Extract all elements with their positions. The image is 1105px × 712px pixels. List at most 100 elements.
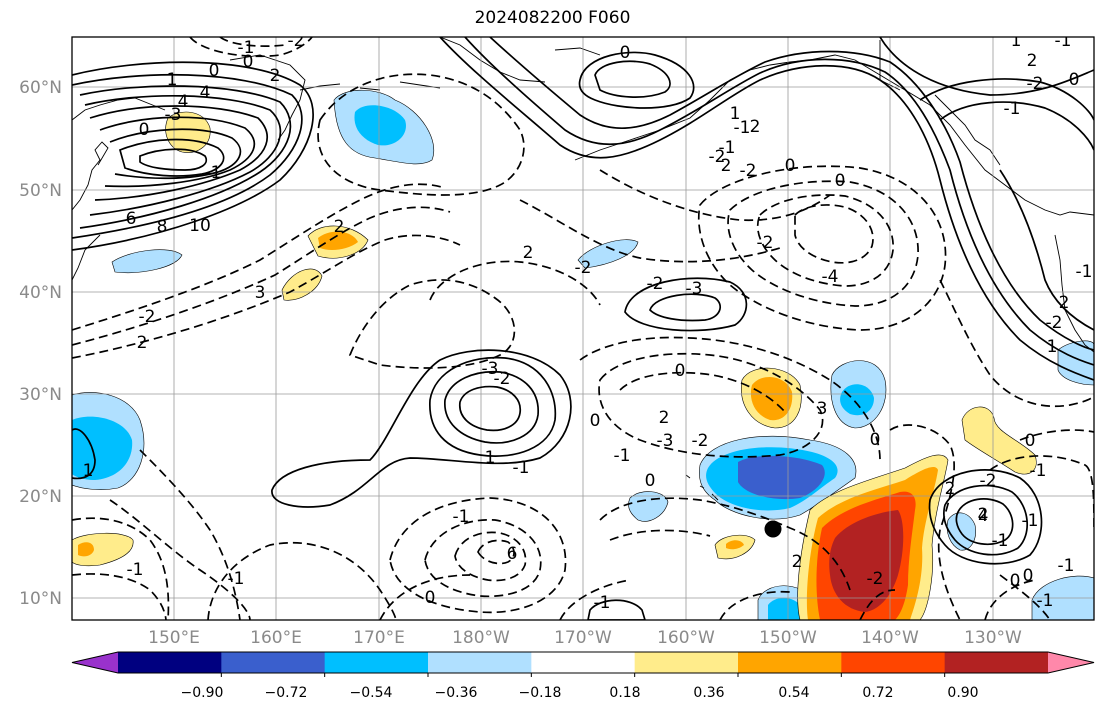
dcontour-hawaii-south-2 xyxy=(609,529,711,541)
lat-label-10N: 10°N xyxy=(19,589,62,609)
contour-label: -1 xyxy=(719,138,736,158)
dcontour-gulf-outer-2 xyxy=(599,169,831,222)
contour-label: 6 xyxy=(126,209,137,229)
contour-label: 2 xyxy=(721,156,732,176)
solid-contours xyxy=(72,37,1094,620)
contour-label: 0 xyxy=(835,171,846,191)
cbar-label-9: 0.90 xyxy=(947,685,978,701)
lat-label-20N: 20°N xyxy=(19,487,62,507)
contour-label: -1 xyxy=(228,569,245,589)
contour-label: 0 xyxy=(1010,571,1021,591)
contour-gulf-alaska-2 xyxy=(464,37,1094,366)
contour-label: 2 xyxy=(137,333,148,353)
contour-dateline-high-2 xyxy=(429,356,557,457)
contour-label: 2 xyxy=(334,217,345,237)
contour-label: 1 xyxy=(1011,31,1022,51)
contour-dateline-high-4 xyxy=(459,385,522,432)
colorbar-extend-low xyxy=(72,652,118,673)
contour-label: 0 xyxy=(645,471,656,491)
contour-label: -1 xyxy=(1037,591,1054,611)
contour-label: -2 xyxy=(288,31,305,51)
lon-label-130W: 130°W xyxy=(964,628,1022,648)
dcontour-south-low-2 xyxy=(424,519,542,598)
contour-label: 0 xyxy=(870,430,881,450)
coast-kamchatka xyxy=(229,54,306,141)
contour-label: -1 xyxy=(205,163,222,183)
dcontour-top-2 xyxy=(219,37,286,47)
colorbar-outline xyxy=(71,651,1095,674)
lon-label-150E: 150°E xyxy=(148,628,200,648)
colorbar-extend-high xyxy=(1048,652,1094,673)
contour-nw-america-4 xyxy=(999,169,1094,331)
shade-blue-midpac xyxy=(577,239,639,269)
cbar-label-7: 0.54 xyxy=(778,685,809,701)
contour-label: 3 xyxy=(255,283,266,303)
contour-label: -1 xyxy=(594,593,611,613)
contour-label: 0 xyxy=(675,361,686,381)
contour-label: -2 xyxy=(647,274,664,294)
shade-orange-west-south xyxy=(78,542,94,557)
contour-label: 2 xyxy=(945,479,956,499)
contour-label: -1 xyxy=(1030,461,1047,481)
dcontour-south-low-3 xyxy=(454,531,527,582)
dcontour-coast-east xyxy=(939,279,1094,408)
contour-label: -1 xyxy=(614,446,631,466)
contour-label: 2 xyxy=(270,66,281,86)
contour-label: -3 xyxy=(657,431,674,451)
contour-east-hurricane-2 xyxy=(943,484,1029,556)
dcontour-alaska-low-2 xyxy=(727,180,919,307)
cbar-label-8: 0.72 xyxy=(862,685,893,701)
contour-japan-high-2 xyxy=(72,73,303,239)
shade-orange-small xyxy=(726,540,744,550)
dcontour-west-pac-3 xyxy=(72,573,167,620)
cbar-label-1: −0.72 xyxy=(265,685,308,701)
contour-label: -2 xyxy=(709,147,726,167)
contour-label: -3 xyxy=(482,359,499,379)
contour-label: 2 xyxy=(978,505,989,525)
dcontour-west-pac-2 xyxy=(72,517,170,620)
map-frame xyxy=(71,36,1095,621)
dcontour-bottom-mid xyxy=(719,589,896,620)
contour-label: 1 xyxy=(730,104,741,124)
contour-label: 4 xyxy=(200,83,211,103)
contour-bering-low-2 xyxy=(594,60,671,98)
contour-japan-high-7 xyxy=(109,128,242,180)
contour-label: -1 xyxy=(992,531,1009,551)
contour-label: 1 xyxy=(83,461,94,481)
contour-label: 0 xyxy=(590,411,601,431)
colorbar-segment xyxy=(324,652,429,673)
contour-japan-high-8 xyxy=(118,138,225,177)
lat-label-50N: 50°N xyxy=(19,181,62,201)
contour-label: -2 xyxy=(494,369,511,389)
contour-label: -4 xyxy=(822,267,839,287)
contour-japan-high-3 xyxy=(79,85,292,229)
contour-nw-america-3 xyxy=(939,101,1094,151)
cbar-label-4: −0.18 xyxy=(519,685,562,701)
contour-midpac-high xyxy=(624,277,748,332)
contour-label: 10 xyxy=(189,216,211,236)
contour-midpac-high-2 xyxy=(649,293,722,322)
contour-label: -1 xyxy=(513,458,530,478)
cbar-label-2: −0.54 xyxy=(350,685,393,701)
dcontour-south-low-1 xyxy=(389,497,567,614)
dcontour-kuril-1 xyxy=(72,183,446,331)
shade-yellow-east-coast xyxy=(961,406,1037,475)
contour-label: 2 xyxy=(1027,51,1038,71)
contour-gulf-alaska-3 xyxy=(489,37,1094,351)
dcontour-west-pac-1 xyxy=(109,499,251,620)
dcontour-kuril-4 xyxy=(348,279,516,369)
dcontour-gulf-outer xyxy=(519,199,781,263)
colorbar-segment xyxy=(221,652,326,673)
contour-bering-low xyxy=(578,51,695,109)
contour-label: 0 xyxy=(139,120,150,140)
shade-blue-sea-japan xyxy=(111,249,183,273)
contour-label: 0 xyxy=(1023,566,1034,586)
cbar-label-3: −0.36 xyxy=(435,685,478,701)
dcontour-north-1 xyxy=(429,260,601,306)
contour-label: -2 xyxy=(757,233,774,253)
contour-label: 0 xyxy=(620,43,631,63)
contour-label: 2 xyxy=(1059,293,1070,313)
dashed-contours xyxy=(72,37,1094,620)
colorbar-segment xyxy=(634,652,739,673)
